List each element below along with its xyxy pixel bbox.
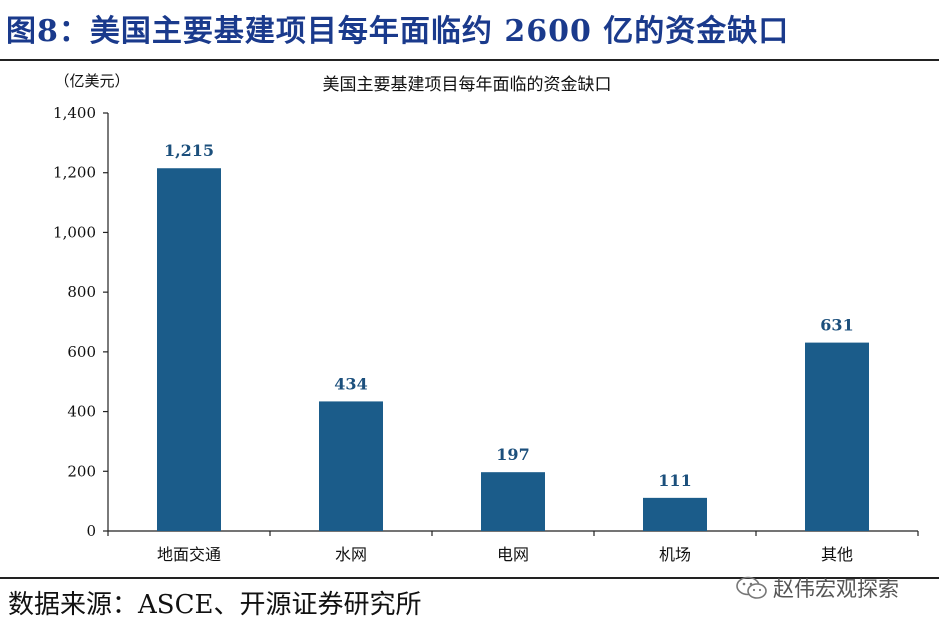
source-note: 数据来源：ASCE、开源证券研究所 [8,590,422,620]
y-tick-label: 1,000 [53,223,96,241]
y-tick-label: 800 [67,283,96,301]
bar-value-label: 631 [820,316,853,335]
bar [643,497,707,531]
bar-value-label: 1,215 [164,141,214,160]
bar [805,342,869,531]
watermark: 赵伟宏观探索 [735,574,899,602]
x-tick-label: 电网 [497,545,529,564]
bar [157,168,221,531]
bar [319,401,383,531]
watermark-text: 赵伟宏观探索 [773,577,899,601]
figure-title: 图8：美国主要基建项目每年面临约 2600 亿的资金缺口 [6,14,790,49]
x-tick-label: 机场 [659,545,691,564]
figure-header: 图8：美国主要基建项目每年面临约 2600 亿的资金缺口 [0,0,939,60]
x-tick-label: 水网 [335,545,367,564]
bar [481,472,545,531]
top-divider [0,59,939,61]
chart-area: 美国主要基建项目每年面临的资金缺口 （亿美元） 0 200 400 600 800 1,0… [0,62,939,576]
bar-value-label: 111 [658,471,691,490]
x-tick-label: 地面交通 [157,545,221,564]
x-tick-label: 其他 [821,545,853,564]
y-tick-label: 1,200 [53,164,96,182]
y-tick-label: 400 [67,403,96,421]
y-axis-unit-label: （亿美元） [54,72,129,90]
y-tick-label: 1,400 [53,104,96,122]
bar-chart: 美国主要基建项目每年面临的资金缺口 （亿美元） 0 200 400 600 800 1,0… [53,72,919,564]
wechat-icon [736,576,767,599]
axes: 0 200 400 600 800 1,000 1,200 1,400 地面交通 水网 电网 机场 其他 [53,104,919,564]
bar-value-label: 197 [496,445,529,464]
bar-value-label: 434 [334,374,367,393]
bars: 1,215 434 197 111 631 [157,141,869,531]
y-tick-label: 600 [67,343,96,361]
bottom-divider [0,577,939,579]
chart-title: 美国主要基建项目每年面临的资金缺口 [323,75,612,95]
y-tick-label: 200 [67,462,96,480]
y-tick-label: 0 [86,522,96,540]
